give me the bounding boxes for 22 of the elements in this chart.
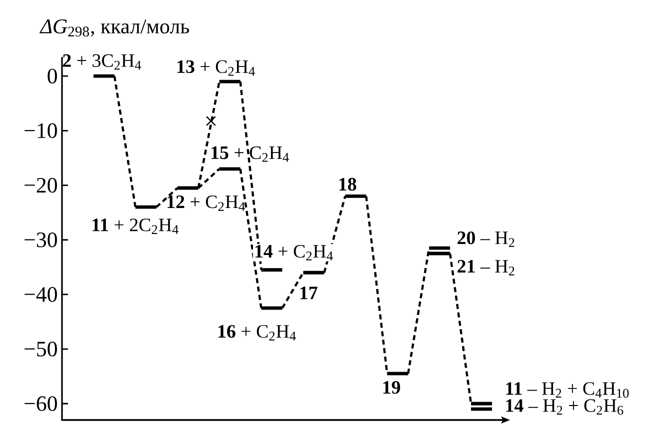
- series-label: 21 – H$_{2}$: [458, 260, 514, 276]
- series-label: 2 + 3C$_{2}$H$_{4}$: [62, 54, 142, 70]
- series-label: 14 + C$_{2}$H$_{4}$: [256, 244, 333, 260]
- y-axis-title: ΔG$_{298}$, ккал/моль: [40, 19, 190, 37]
- y-tick-label: −10: [24, 123, 57, 138]
- series-label: 12 + C$_{2}$H$_{4}$: [168, 195, 245, 211]
- series-label: 15 + C$_{2}$H$_{4}$: [212, 146, 289, 162]
- series-label: 19: [383, 381, 400, 394]
- y-tick-label: −20: [24, 178, 57, 193]
- series-label: 18: [339, 178, 356, 191]
- y-tick-label: −50: [24, 342, 57, 356]
- series-label: 16 + C$_{2}$H$_{4}$: [218, 325, 296, 340]
- series-label: 11 – H$_{2}$ + C$_{4}$H$_{10}$: [506, 382, 629, 398]
- series-label: 17: [300, 286, 318, 300]
- y-tick-label: −40: [24, 287, 57, 302]
- series-label: 11 + 2C$_{2}$H$_{4}$: [92, 218, 178, 234]
- y-tick-label: −30: [24, 232, 57, 248]
- series-label: 20 – H$_{2}$: [458, 231, 514, 247]
- series-label: 14 – H$_{2}$ + C$_{2}$H$_{6}$: [506, 399, 624, 415]
- series-label: 13 + C$_{2}$H$_{4}$: [178, 60, 255, 76]
- y-tick-label: 0: [48, 68, 57, 84]
- y-tick-label: −60: [24, 396, 57, 412]
